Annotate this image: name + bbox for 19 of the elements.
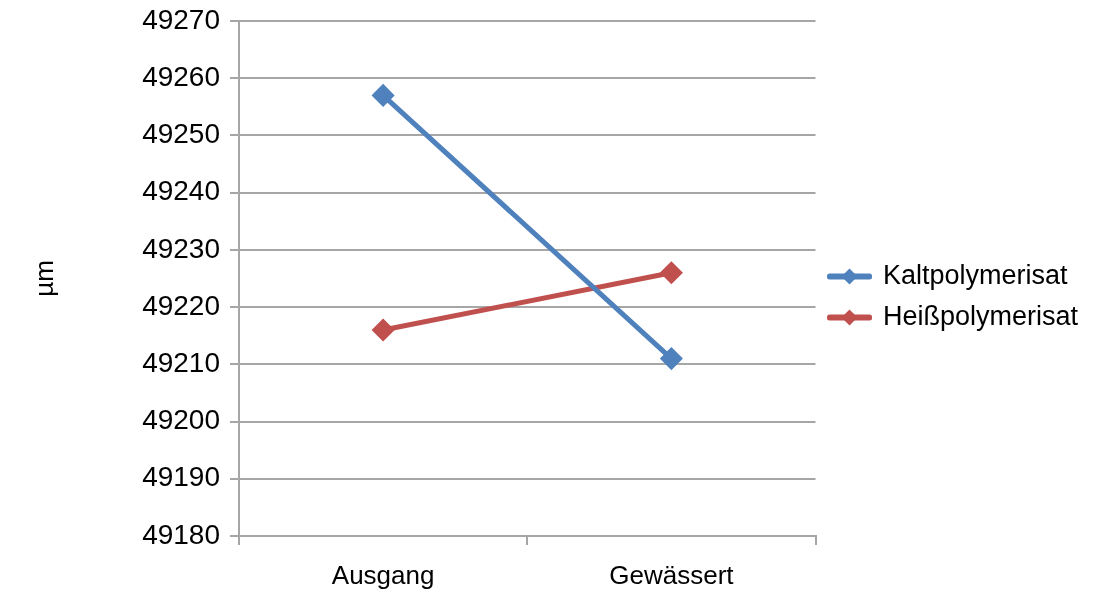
x-tick-label: Gewässert xyxy=(609,559,735,590)
y-tick-label: 49260 xyxy=(142,60,220,92)
y-tick-label: 49230 xyxy=(142,232,220,264)
point xyxy=(660,262,682,284)
y-tick-label: 49200 xyxy=(142,404,220,436)
y-tick-label: 49250 xyxy=(142,118,220,150)
y-tick-label: 49270 xyxy=(142,3,220,35)
legend-label: Kaltpolymerisat xyxy=(883,259,1069,290)
point xyxy=(660,348,682,370)
x-tick-label: Ausgang xyxy=(331,559,435,590)
legend-label: Heißpolymerisat xyxy=(883,300,1079,331)
y-tick-label: 49190 xyxy=(142,461,220,493)
y-tick-label: 49180 xyxy=(142,518,220,550)
y-axis-title: µm xyxy=(28,260,59,297)
y-tick-label: 49210 xyxy=(142,347,220,379)
y-tick-label: 49240 xyxy=(142,175,220,207)
point xyxy=(372,319,394,341)
y-tick-label: 49220 xyxy=(142,289,220,321)
point xyxy=(372,84,394,106)
